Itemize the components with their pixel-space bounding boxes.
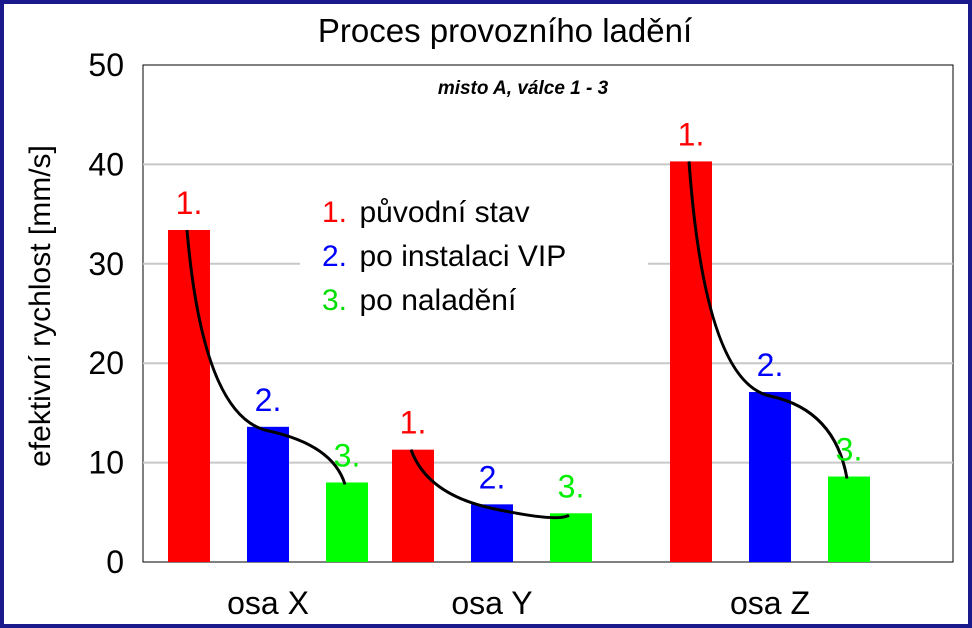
bar-2-1: [247, 426, 289, 562]
legend-num-3: 3.: [322, 284, 347, 317]
y-tick-labels: 0 10 20 30 40 50: [88, 47, 124, 580]
x-category-label: osa Z: [730, 585, 810, 621]
legend-entry-1: 1. původní stav: [322, 196, 530, 229]
y-tick-label: 30: [88, 246, 124, 282]
bars: [168, 161, 870, 562]
legend-background: [300, 188, 648, 328]
y-tick-label: 50: [88, 47, 124, 83]
y-tick-label: 40: [88, 146, 124, 182]
y-tick-label: 0: [106, 544, 124, 580]
bar-3-3: [828, 476, 870, 562]
bar-3-1: [326, 482, 368, 562]
bar-label: 2.: [757, 347, 784, 383]
bar-2-3: [749, 392, 791, 562]
bar-labels: 1. 2. 3. 1. 2. 3. 1. 2. 3.: [176, 116, 863, 504]
x-category-labels: osa X osa Y osa Z: [227, 585, 810, 621]
legend: 1. původní stav 2. po instalaci VIP 3. p…: [300, 188, 648, 328]
legend-entry-3: 3. po naladění: [322, 284, 517, 317]
x-category-label: osa Y: [451, 585, 532, 621]
trend-line-1: [185, 229, 347, 485]
bar-3-2: [550, 513, 592, 562]
y-axis-label: efektivní rychlost [mm/s]: [24, 145, 57, 467]
legend-text-3: po naladění: [359, 284, 516, 317]
chart-subtitle: misto A, válce 1 - 3: [438, 78, 609, 99]
bar-label: 3.: [836, 432, 863, 468]
trend-lines: [185, 161, 849, 520]
bar-label: 2.: [479, 459, 506, 495]
bar-1-3: [670, 161, 712, 562]
legend-text-2: po instalaci VIP: [359, 240, 566, 273]
legend-num-2: 2.: [322, 240, 347, 273]
trend-line-2: [409, 449, 570, 520]
bar-2-2: [471, 504, 513, 562]
legend-text-1: původní stav: [359, 196, 529, 229]
y-tick-label: 20: [88, 345, 124, 381]
trend-line-3: [687, 161, 849, 479]
x-category-label: osa X: [227, 585, 309, 621]
bar-label: 1.: [176, 185, 203, 221]
bar-label: 3.: [334, 437, 361, 473]
legend-num-1: 1.: [322, 196, 347, 229]
bar-label: 1.: [678, 116, 705, 152]
bar-1-1: [168, 230, 210, 562]
bar-label: 3.: [558, 468, 585, 504]
bar-label: 2.: [255, 382, 282, 418]
y-tick-label: 10: [88, 445, 124, 481]
legend-entry-2: 2. po instalaci VIP: [322, 240, 566, 273]
bar-label: 1.: [400, 405, 427, 441]
bar-1-2: [392, 449, 434, 562]
chart-title: Proces provozního ladění: [318, 12, 692, 49]
